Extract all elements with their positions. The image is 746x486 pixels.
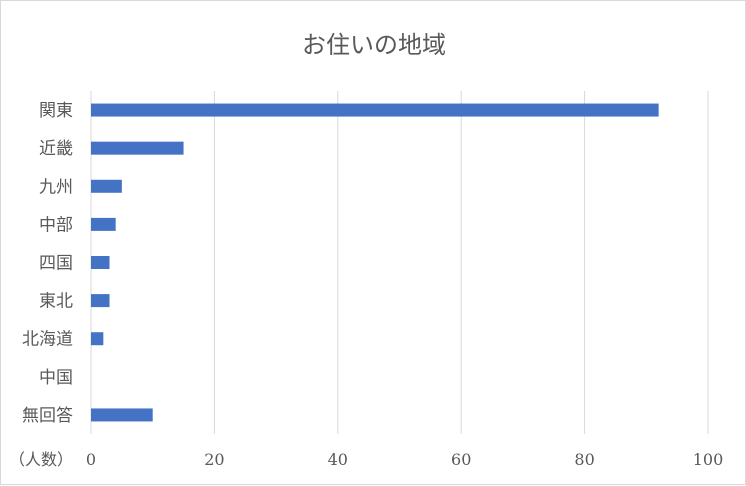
bar-9: [91, 408, 153, 422]
x-unit-label: （人数）: [9, 450, 73, 469]
bar-7: [91, 332, 104, 346]
bars: [91, 103, 659, 422]
x-tick-label: 20: [204, 450, 224, 469]
bar-1: [91, 103, 659, 117]
x-tick-label: 0: [86, 450, 96, 469]
bar-6: [91, 294, 110, 308]
category-label: 九州: [39, 177, 73, 197]
x-tick-label: 100: [693, 450, 724, 469]
chart-title: お住いの地域: [302, 31, 446, 59]
category-label: 東北: [39, 292, 73, 312]
category-label: 関東: [39, 101, 73, 121]
bar-2: [91, 141, 184, 155]
category-label: 中部: [39, 215, 73, 235]
x-tick-labels: 0 20 40 60 80 100: [86, 450, 723, 469]
x-tick-label: 80: [574, 450, 594, 469]
category-label: 中国: [39, 368, 73, 388]
x-tick-label: 40: [328, 450, 348, 469]
category-label: 近畿: [39, 139, 73, 159]
bar-5: [91, 256, 110, 269]
bar-3: [91, 179, 122, 193]
category-label: 四国: [39, 254, 73, 274]
category-label: 北海道: [22, 330, 73, 350]
gridlines: [90, 91, 709, 434]
bar-4: [91, 217, 116, 231]
x-tick-label: 60: [451, 450, 471, 469]
category-label: 無回答: [22, 406, 73, 426]
